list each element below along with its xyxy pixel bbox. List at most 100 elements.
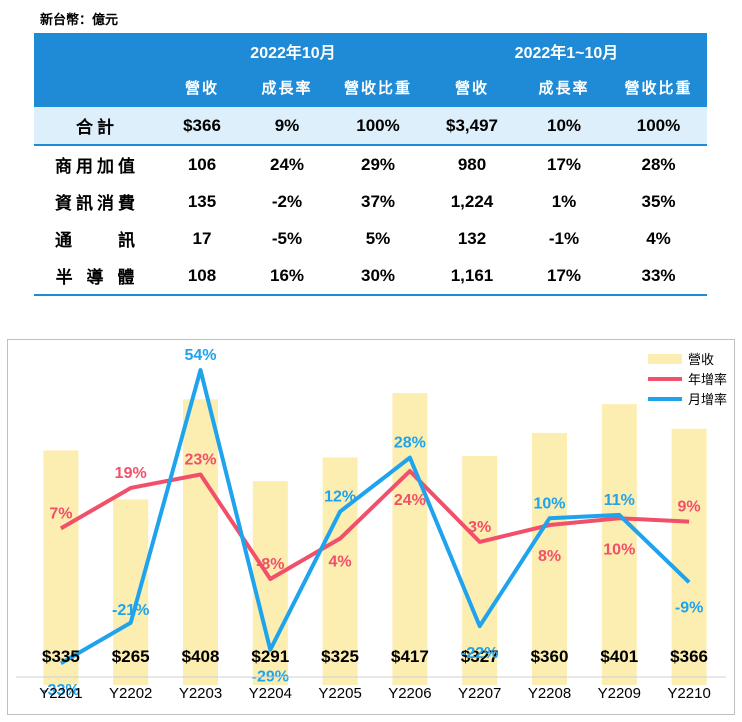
row-label: 通 訊	[55, 231, 139, 251]
row-label: 資訊消費	[55, 194, 139, 214]
x-tick-label: Y2206	[388, 685, 431, 702]
bar-value-label: $327	[461, 647, 499, 666]
col-header: 成長率	[244, 69, 330, 106]
summary-table: 2022年10月 2022年1~10月 營收 成長率 營收比重 營收 成長率 營…	[34, 33, 707, 296]
table-cell: $3,497	[426, 105, 518, 146]
table-group-header-row: 2022年10月 2022年1~10月	[34, 33, 707, 69]
x-tick-label: Y2209	[598, 685, 641, 702]
table-cell: 9%	[244, 105, 330, 146]
mom-value-label: -22%	[461, 645, 498, 662]
legend-label: 營收	[688, 352, 714, 367]
table-row: 商用加值 106 24% 29% 980 17% 28%	[34, 145, 707, 183]
mom-value-label: 12%	[324, 489, 356, 506]
table-cell: 30%	[330, 257, 426, 296]
group-header-ytd: 2022年1~10月	[426, 33, 707, 69]
table-cell: -2%	[271, 191, 303, 211]
yoy-value-label: 7%	[49, 505, 72, 522]
table-cell: 100%	[330, 105, 426, 146]
bar-value-label: $366	[670, 647, 708, 666]
bar-revenue	[671, 428, 707, 685]
table-row: 通 訊 17 -5% 5% 132 -1% 4%	[34, 220, 707, 257]
yoy-value-label: 3%	[468, 519, 491, 536]
yoy-value-label: 4%	[329, 554, 352, 571]
yoy-value-label: 10%	[603, 541, 635, 558]
table-sub-header-row: 營收 成長率 營收比重 營收 成長率 營收比重	[34, 69, 707, 106]
yoy-value-label: 24%	[394, 492, 426, 509]
table-cell: 17	[192, 228, 212, 248]
x-tick-label: Y2201	[39, 685, 82, 702]
mom-value-label: 10%	[533, 495, 565, 512]
table-row: 資訊消費 135 -2% 37% 1,224 1% 35%	[34, 183, 707, 220]
x-tick-label: Y2202	[109, 685, 152, 702]
mom-value-label: 28%	[394, 435, 426, 452]
table-cell: 35%	[641, 191, 676, 211]
mom-value-label: -33%	[42, 682, 79, 699]
yoy-value-label: 9%	[678, 499, 701, 516]
row-label: 商用加值	[55, 157, 139, 177]
bar-value-label: $335	[42, 647, 80, 666]
x-tick-label: Y2207	[458, 685, 501, 702]
bar-value-label: $325	[321, 647, 359, 666]
table-cell: 37%	[360, 191, 396, 211]
table-cell: 1,161	[426, 257, 518, 296]
table-cell: -1%	[548, 228, 580, 248]
yoy-value-label: 23%	[184, 451, 216, 468]
table-cell: 24%	[269, 154, 305, 174]
col-header: 成長率	[518, 69, 610, 106]
chart-area: $335 $265 $408 $291 $325 $417 $327 $360 $401 $366…	[7, 339, 735, 715]
table-cell: 17%	[546, 154, 582, 174]
bar-value-label: $265	[112, 647, 150, 666]
table-cell: $366	[160, 105, 244, 146]
bar-revenue	[392, 393, 428, 685]
table-cell: -5%	[271, 228, 303, 248]
bar-revenue	[322, 457, 358, 685]
table-corner	[34, 33, 160, 69]
mom-value-label: -21%	[112, 602, 149, 619]
table-cell: 10%	[518, 105, 610, 146]
table-cell: 4%	[646, 228, 671, 248]
x-tick-label: Y2205	[318, 685, 361, 702]
col-header: 營收比重	[330, 69, 426, 106]
mom-value-label: 11%	[604, 492, 635, 509]
unit-label: 新台幣：億元	[40, 13, 119, 28]
bar-value-label: $408	[182, 647, 220, 666]
yoy-value-label: 8%	[538, 548, 561, 565]
x-tick-label: Y2210	[667, 685, 710, 702]
yoy-value-label: 19%	[115, 465, 147, 482]
table-cell: 33%	[610, 257, 707, 296]
table-cell: 135	[187, 191, 217, 211]
mom-value-label: -9%	[675, 599, 703, 616]
row-label: 合計	[34, 105, 160, 146]
bar-revenue	[183, 399, 218, 685]
table-cell: 1%	[551, 191, 577, 211]
revenue-growth-chart: $335 $265 $408 $291 $325 $417 $327 $360 $401 $366…	[16, 347, 727, 702]
bar-value-label: $401	[600, 647, 638, 666]
table-cell: 1,224	[450, 191, 494, 211]
row-label: 半 導 體	[34, 257, 160, 296]
table-row-total: 合計 $366 9% 100% $3,497 10% 100%	[34, 105, 707, 146]
x-tick-label: Y2208	[528, 685, 571, 702]
legend-label: 月增率	[688, 392, 727, 407]
table-cell: 100%	[610, 105, 707, 146]
table-cell: 5%	[365, 228, 391, 248]
col-header: 營收	[160, 69, 244, 106]
table-row: 半 導 體 108 16% 30% 1,161 17% 33%	[34, 257, 707, 296]
table-cell: 29%	[360, 154, 396, 174]
bar-value-label: $417	[391, 647, 429, 666]
col-header: 營收比重	[610, 69, 707, 106]
legend-label: 年增率	[688, 372, 727, 387]
bar-value-label: $291	[251, 647, 289, 666]
bar-revenue	[43, 450, 79, 685]
group-header-oct: 2022年10月	[160, 33, 426, 69]
x-tick-label: Y2204	[249, 685, 292, 702]
bar-value-label: $360	[531, 647, 569, 666]
table-cell: 17%	[518, 257, 610, 296]
bar-revenue	[113, 499, 149, 685]
col-header: 營收	[426, 69, 518, 106]
table-cell: 16%	[244, 257, 330, 296]
legend-swatch-revenue	[648, 354, 682, 364]
line-mom	[59, 368, 691, 665]
table-cell: 28%	[641, 154, 676, 174]
bar-revenue	[601, 404, 637, 685]
bar-revenue	[532, 432, 567, 685]
